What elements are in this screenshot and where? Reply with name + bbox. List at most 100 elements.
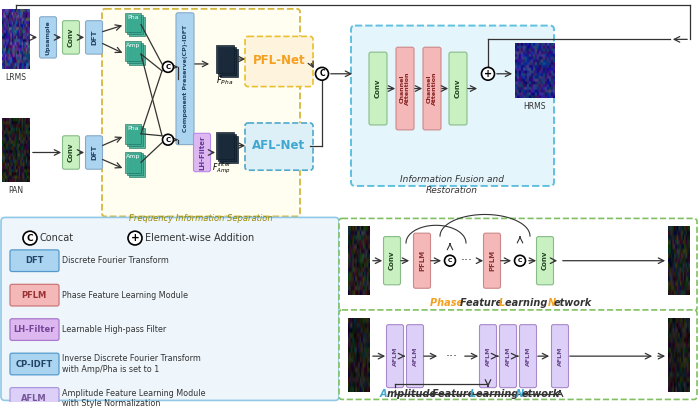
Text: Amp: Amp xyxy=(126,43,140,48)
FancyBboxPatch shape xyxy=(1,218,339,400)
Text: Pha: Pha xyxy=(127,126,139,131)
FancyBboxPatch shape xyxy=(39,17,57,58)
Text: Channel
Attention: Channel Attention xyxy=(400,72,410,105)
Text: Element-wise Addition: Element-wise Addition xyxy=(145,233,254,243)
FancyBboxPatch shape xyxy=(339,310,697,400)
FancyBboxPatch shape xyxy=(127,43,143,63)
FancyBboxPatch shape xyxy=(129,17,145,36)
Circle shape xyxy=(514,255,526,266)
FancyBboxPatch shape xyxy=(125,13,141,32)
Text: Conv: Conv xyxy=(68,143,74,162)
Text: N: N xyxy=(548,298,556,308)
Text: Amplitude Feature Learning Module
with Style Normalization: Amplitude Feature Learning Module with S… xyxy=(62,389,206,408)
FancyBboxPatch shape xyxy=(102,9,300,216)
Text: $F^{filter}_{Amp}$: $F^{filter}_{Amp}$ xyxy=(212,160,232,176)
Text: DFT: DFT xyxy=(91,145,97,160)
FancyBboxPatch shape xyxy=(127,15,143,34)
Text: AFLM: AFLM xyxy=(557,346,563,366)
FancyBboxPatch shape xyxy=(396,47,414,130)
Text: Frequency Information Separation: Frequency Information Separation xyxy=(130,214,273,223)
Text: PFL-Net: PFL-Net xyxy=(253,54,305,67)
Text: DFT: DFT xyxy=(25,256,43,265)
FancyBboxPatch shape xyxy=(384,237,400,285)
FancyBboxPatch shape xyxy=(552,325,568,388)
FancyBboxPatch shape xyxy=(125,151,141,173)
Text: Conv: Conv xyxy=(542,251,548,270)
Text: DFT: DFT xyxy=(91,29,97,45)
Circle shape xyxy=(128,231,142,245)
FancyBboxPatch shape xyxy=(10,284,59,306)
Text: F: F xyxy=(432,389,439,398)
FancyBboxPatch shape xyxy=(125,41,141,61)
Circle shape xyxy=(482,67,494,80)
FancyBboxPatch shape xyxy=(480,325,496,388)
FancyBboxPatch shape xyxy=(407,325,424,388)
FancyBboxPatch shape xyxy=(85,136,102,169)
FancyBboxPatch shape xyxy=(10,388,59,409)
Text: Phase: Phase xyxy=(430,298,466,308)
Text: F: F xyxy=(460,298,467,308)
FancyBboxPatch shape xyxy=(386,325,403,388)
FancyBboxPatch shape xyxy=(519,325,536,388)
Text: Channel
Attention: Channel Attention xyxy=(426,72,438,105)
Text: C: C xyxy=(165,64,171,70)
Text: +: + xyxy=(131,233,139,243)
Text: earning: earning xyxy=(476,389,522,398)
FancyBboxPatch shape xyxy=(127,153,143,175)
Text: $F_{Pha}$: $F_{Pha}$ xyxy=(216,75,234,87)
FancyBboxPatch shape xyxy=(369,52,387,125)
Text: +: + xyxy=(484,69,492,79)
FancyBboxPatch shape xyxy=(62,21,80,54)
Text: Component Preserve(CP)-IDFT: Component Preserve(CP)-IDFT xyxy=(183,25,188,132)
FancyBboxPatch shape xyxy=(10,319,59,340)
Text: Inverse Discrete Fourier Transform
with Amp/Pha is set to 1: Inverse Discrete Fourier Transform with … xyxy=(62,354,201,374)
Text: A: A xyxy=(380,389,388,398)
Text: etwork: etwork xyxy=(554,298,592,308)
Text: Information Fusion and
Restoration: Information Fusion and Restoration xyxy=(400,175,504,195)
Text: AFLM: AFLM xyxy=(486,346,491,366)
FancyBboxPatch shape xyxy=(423,47,441,130)
FancyBboxPatch shape xyxy=(245,123,313,170)
FancyBboxPatch shape xyxy=(216,45,234,73)
FancyBboxPatch shape xyxy=(536,237,554,285)
Text: Conv: Conv xyxy=(375,79,381,98)
FancyBboxPatch shape xyxy=(216,132,234,160)
Text: C: C xyxy=(165,137,171,143)
Text: C: C xyxy=(27,234,34,243)
Text: CP-IDFT: CP-IDFT xyxy=(15,360,52,369)
FancyBboxPatch shape xyxy=(220,136,238,163)
Circle shape xyxy=(162,61,174,72)
Text: PFLM: PFLM xyxy=(22,291,47,300)
FancyBboxPatch shape xyxy=(129,128,145,148)
FancyBboxPatch shape xyxy=(10,353,59,375)
FancyBboxPatch shape xyxy=(218,134,236,161)
FancyBboxPatch shape xyxy=(245,36,313,87)
FancyBboxPatch shape xyxy=(220,49,238,77)
Text: etwork: etwork xyxy=(522,389,560,398)
Text: Conv: Conv xyxy=(68,28,74,47)
Text: Conv: Conv xyxy=(389,251,395,270)
Text: AFLM: AFLM xyxy=(412,346,417,366)
FancyBboxPatch shape xyxy=(351,26,554,186)
Text: C: C xyxy=(319,69,325,78)
Circle shape xyxy=(316,67,328,80)
FancyBboxPatch shape xyxy=(127,126,143,146)
Text: AFLM: AFLM xyxy=(393,346,398,366)
Circle shape xyxy=(444,255,456,266)
Circle shape xyxy=(162,134,174,145)
FancyBboxPatch shape xyxy=(193,133,211,172)
Text: mplitude: mplitude xyxy=(387,389,440,398)
Text: L: L xyxy=(499,298,505,308)
FancyBboxPatch shape xyxy=(129,45,145,65)
FancyBboxPatch shape xyxy=(85,21,102,54)
Text: Phase Feature Learning Module: Phase Feature Learning Module xyxy=(62,291,188,300)
Text: Learnable High-pass Filter: Learnable High-pass Filter xyxy=(62,325,167,334)
Text: C: C xyxy=(448,258,452,263)
Text: ···: ··· xyxy=(461,254,473,267)
Text: HRMS: HRMS xyxy=(524,102,546,111)
FancyBboxPatch shape xyxy=(218,47,236,75)
FancyBboxPatch shape xyxy=(125,124,141,144)
Text: Discrete Fourier Transform: Discrete Fourier Transform xyxy=(62,256,169,265)
Text: Conv: Conv xyxy=(455,79,461,98)
Text: AFLM: AFLM xyxy=(526,346,531,366)
